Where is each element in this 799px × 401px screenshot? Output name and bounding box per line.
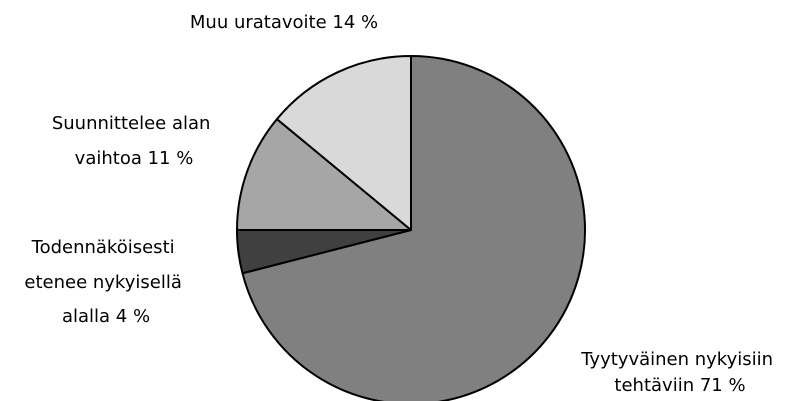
slice-label-line: tehtäviin 71 % xyxy=(614,375,745,396)
slice-label-line: Muu uratavoite 14 % xyxy=(190,12,378,33)
slice-label-line: etenee nykyisellä xyxy=(24,272,181,293)
pie-labels: Tyytyväinen nykyisiin tehtäviin 71 % Tod… xyxy=(24,12,779,396)
slice-label-suunnittelee: Suunnittelee alan vaihtoa 11 % xyxy=(52,113,216,169)
pie-slice-suunnittelee xyxy=(236,118,412,231)
pie-slice-muu xyxy=(275,55,412,231)
slice-label-line: Tyytyväinen nykyisiin xyxy=(580,349,773,370)
pie-slice-tyytyvainen xyxy=(241,55,587,401)
slice-label-tyytyvainen: Tyytyväinen nykyisiin tehtäviin 71 % xyxy=(580,349,779,396)
slice-label-line: Todennäköisesti xyxy=(31,237,175,258)
slice-label-line: alalla 4 % xyxy=(62,306,150,327)
pie-slices xyxy=(236,55,587,401)
slice-label-muu: Muu uratavoite 14 % xyxy=(190,12,378,33)
slice-label-line: Suunnittelee alan xyxy=(52,113,211,134)
slice-label-line: vaihtoa 11 % xyxy=(75,148,194,169)
slice-label-todennakoisesti: Todennäköisesti etenee nykyisellä alalla… xyxy=(24,237,187,327)
